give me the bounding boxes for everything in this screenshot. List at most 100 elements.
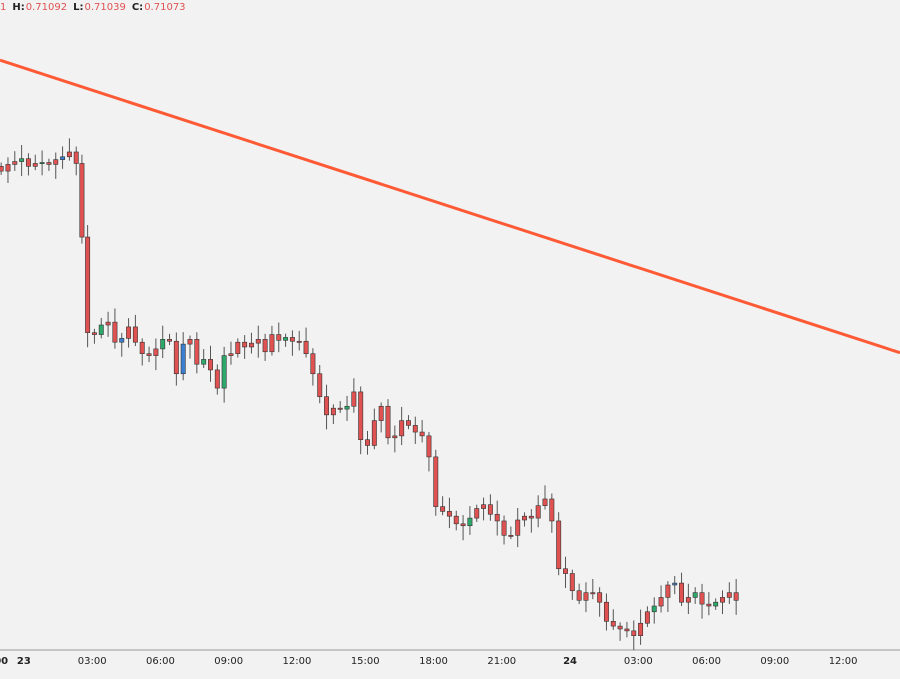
candle-body [201,359,207,365]
candle-body [583,592,589,601]
candle-body [610,621,616,627]
candle-body [522,515,527,521]
x-tick-label: 12:00 [829,656,858,667]
candle-body [563,568,568,574]
candle-body [672,582,678,586]
x-tick-label: 15:00 [351,656,380,667]
candle-body [153,348,159,356]
candle-body [460,523,466,527]
candle-body [508,534,514,537]
ohlc-low-label: L: [73,2,84,13]
candle-body [194,339,200,365]
candle-body [358,391,364,441]
candle-body [12,161,18,165]
ohlc-close-label: C: [131,2,144,13]
candle-body [303,340,309,354]
candle-body [378,405,384,421]
candle-body [235,341,241,354]
candle-body [228,353,234,356]
candle-body [597,592,603,603]
x-tick-label: 03:00 [624,656,653,667]
candle-body [494,513,500,522]
candle-body [119,338,125,343]
candle-body [310,353,316,375]
candle-body [146,353,152,356]
x-tick-label: 18:00 [419,656,448,667]
candle-body [351,391,357,407]
candle-body [365,439,370,446]
candle-body [399,420,405,437]
candle-body [32,163,38,167]
candle-body [0,166,4,172]
candle-body [528,515,534,519]
candle-body [679,582,685,603]
candle-body [173,340,179,375]
candle-body [713,601,719,607]
candle-body [242,341,248,348]
ohlc-low-value: 0.71039 [84,2,126,13]
candle-body [5,164,11,172]
x-tick-label: 21:00 [487,656,516,667]
x-tick-label: 12:00 [283,656,312,667]
candle-body [392,435,398,439]
candle-body [167,339,172,342]
candle-body [617,625,623,630]
candle-body [214,369,220,389]
candle-body [440,506,446,512]
candle-body [631,630,637,636]
candle-body [412,425,418,433]
candle-body [91,332,97,335]
candle-body [658,597,664,607]
candle-body [692,592,698,598]
candle-body [330,407,336,416]
candle-body [221,355,227,389]
candle-body [419,431,425,437]
candle-body [73,151,79,164]
x-tick-label: 24 [563,656,577,667]
candle-body [337,407,343,410]
candle-body [481,504,487,509]
candle-body [39,162,45,165]
candle-body [474,508,480,519]
candle-body [467,517,473,527]
candle-body [19,158,25,162]
candle-body [644,611,650,624]
candle-body [283,337,289,341]
candle-body [289,337,295,342]
candle-body [665,584,671,598]
candle-body [60,156,66,160]
candle-body [324,396,330,416]
candle-body [385,405,391,439]
candle-body [603,601,609,622]
candle-body [433,456,439,507]
candle-body [79,163,85,238]
candle-body [535,505,541,519]
candle-body [720,597,725,603]
candle-body [255,339,261,344]
candle-body [549,498,555,522]
candle-body [248,342,254,348]
candle-body [187,339,193,345]
candle-body [699,592,705,605]
candle-body [25,158,31,167]
x-tick-label: 23 [17,656,31,667]
candle-body [501,520,507,536]
candle-body [651,605,657,613]
x-tick-label: 00 [0,656,8,667]
candle-body [371,420,377,446]
candle-body [105,321,111,326]
candle-body [515,519,521,536]
candle-body [112,321,118,343]
ohlc-high-value: 0.71092 [25,2,68,13]
x-tick-label: 03:00 [78,656,107,667]
candle-body [638,622,644,636]
ohlc-close-value: 0.71073 [144,2,186,13]
candle-body [590,592,596,595]
candle-body [98,324,104,335]
candle-body [556,520,562,570]
candle-body [733,592,739,601]
candle-body [132,326,138,343]
candle-body [53,159,59,165]
